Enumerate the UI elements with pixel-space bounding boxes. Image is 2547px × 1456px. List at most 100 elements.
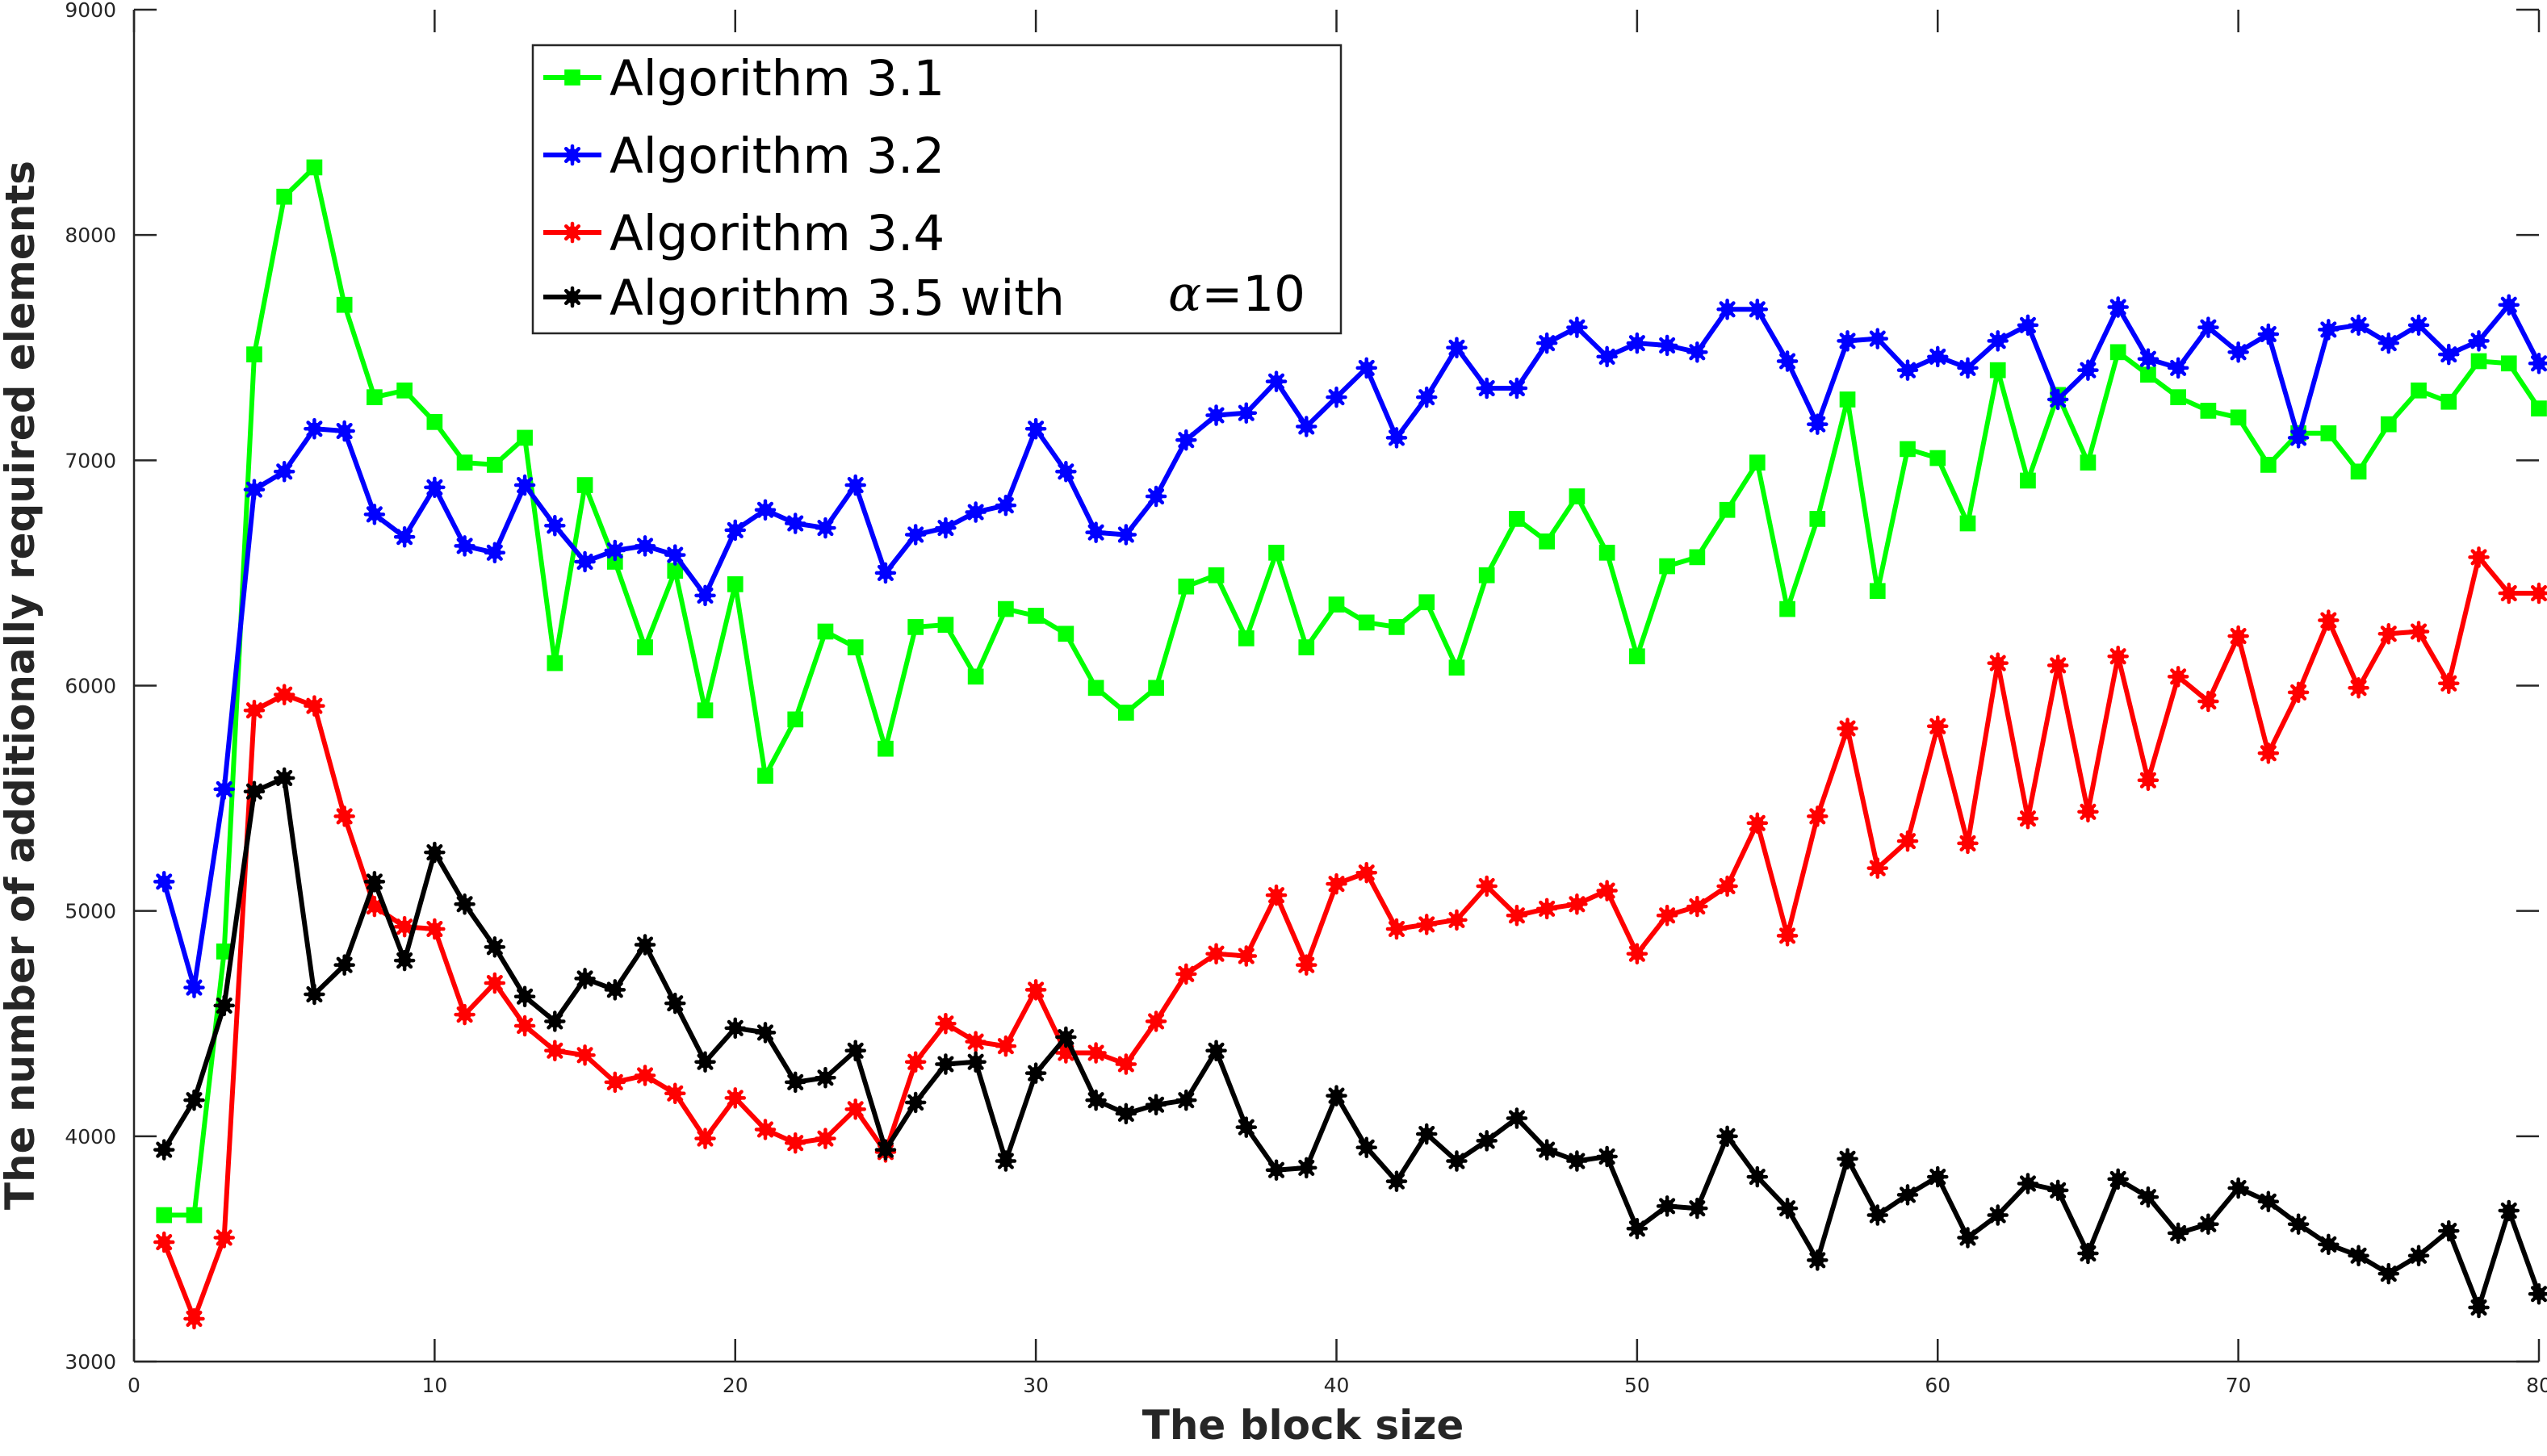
data-point-s1 bbox=[2470, 353, 2487, 370]
data-point-s2-core bbox=[1811, 417, 1824, 431]
legend-item-4: Algorithm 3.5 with bbox=[543, 270, 1065, 327]
data-point-s3 bbox=[664, 1082, 686, 1105]
data-point-s3-core bbox=[1480, 880, 1493, 893]
data-point-s3 bbox=[1987, 652, 2009, 674]
data-point-s2 bbox=[1085, 521, 1107, 543]
data-point-s3-core bbox=[1119, 1057, 1133, 1071]
data-point-s1 bbox=[1358, 614, 1375, 631]
data-point-s3-core bbox=[1059, 1046, 1073, 1060]
data-point-s2 bbox=[273, 461, 295, 483]
data-point-s3 bbox=[1776, 925, 1799, 947]
data-point-s4 bbox=[1055, 1026, 1077, 1048]
data-point-s4-core bbox=[1661, 1199, 1674, 1213]
series-2 bbox=[153, 294, 2547, 998]
data-point-s3-core bbox=[337, 810, 351, 823]
data-point-s1 bbox=[2350, 463, 2367, 480]
data-point-s2-core bbox=[1270, 374, 1283, 388]
data-point-s2 bbox=[1145, 485, 1167, 508]
data-point-s3 bbox=[1476, 875, 1498, 897]
data-point-s2 bbox=[1355, 357, 1377, 379]
legend-alpha-value: =10 bbox=[1201, 266, 1305, 323]
data-point-s3 bbox=[2377, 623, 2400, 645]
legend-item-3: Algorithm 3.4 bbox=[543, 205, 945, 262]
data-point-s2 bbox=[2227, 341, 2249, 363]
data-point-s3-core bbox=[1630, 947, 1644, 960]
data-point-s4 bbox=[1024, 1062, 1047, 1084]
data-point-s4 bbox=[1626, 1218, 1648, 1240]
data-point-s2-core bbox=[1661, 339, 1674, 352]
data-point-s4-core bbox=[458, 897, 471, 911]
data-point-s1 bbox=[697, 702, 714, 719]
data-point-s3 bbox=[2167, 666, 2189, 688]
data-point-s4-core bbox=[698, 1055, 712, 1069]
data-point-s2-core bbox=[2111, 300, 2125, 314]
data-point-s3 bbox=[1265, 884, 1288, 906]
x-tick-label: 50 bbox=[1624, 1374, 1650, 1397]
data-point-s1 bbox=[1238, 630, 1255, 646]
data-point-s3-core bbox=[248, 704, 261, 718]
data-point-s3 bbox=[1896, 830, 1919, 852]
data-point-s2-core bbox=[1510, 382, 1523, 395]
data-point-s1 bbox=[2109, 344, 2126, 361]
data-point-s3-core bbox=[698, 1132, 712, 1145]
data-point-s1 bbox=[1659, 558, 1675, 575]
data-point-s3-core bbox=[1600, 884, 1614, 897]
data-point-s4 bbox=[2377, 1262, 2400, 1285]
data-point-s2-core bbox=[1150, 490, 1162, 503]
data-point-s2-core bbox=[698, 588, 712, 602]
data-point-s3 bbox=[965, 1031, 987, 1052]
data-point-s2 bbox=[2197, 316, 2219, 338]
data-point-s3 bbox=[1927, 715, 1949, 737]
data-point-s2 bbox=[874, 562, 897, 584]
data-point-s4-core bbox=[187, 1094, 201, 1107]
data-point-s4 bbox=[1355, 1136, 1377, 1159]
data-point-s2 bbox=[1326, 386, 1347, 408]
data-point-s2-core bbox=[1600, 349, 1614, 363]
data-point-s2-core bbox=[1750, 303, 1764, 316]
data-point-s4-core bbox=[2382, 1267, 2395, 1281]
data-point-s3-core bbox=[2352, 681, 2365, 695]
data-point-s3 bbox=[1566, 893, 1588, 915]
data-point-s4-core bbox=[2352, 1249, 2365, 1262]
data-point-s4-core bbox=[2502, 1204, 2516, 1217]
data-point-s2 bbox=[574, 550, 596, 573]
data-point-s3 bbox=[2287, 681, 2310, 704]
data-point-s3-core bbox=[2231, 630, 2245, 643]
data-point-s2 bbox=[424, 476, 446, 499]
data-point-s4-core bbox=[999, 1154, 1012, 1168]
data-point-s2 bbox=[965, 501, 987, 523]
legend-item-1: Algorithm 3.1 bbox=[543, 50, 945, 107]
data-point-s1 bbox=[1689, 549, 1706, 566]
data-point-s3-core bbox=[1870, 861, 1884, 875]
data-point-s4 bbox=[1326, 1085, 1347, 1107]
data-point-s3-core bbox=[1300, 958, 1313, 972]
data-point-s2-core bbox=[248, 483, 261, 496]
data-point-s4-core bbox=[398, 954, 412, 968]
data-point-s4-core bbox=[2472, 1301, 2486, 1314]
data-point-s4 bbox=[2498, 1199, 2520, 1222]
data-point-s2-core bbox=[939, 521, 953, 535]
data-point-s1 bbox=[1298, 639, 1315, 655]
legend-box bbox=[531, 44, 1343, 335]
data-point-s2-core bbox=[2532, 357, 2545, 370]
data-point-s2 bbox=[544, 515, 566, 537]
data-point-s1 bbox=[1448, 659, 1465, 676]
data-point-s1 bbox=[246, 346, 262, 362]
legend-marker bbox=[564, 69, 580, 86]
data-point-s2 bbox=[1296, 416, 1317, 437]
data-point-s2-core bbox=[1690, 345, 1704, 359]
data-point-s4 bbox=[2528, 1283, 2547, 1305]
data-point-s3-core bbox=[2532, 587, 2545, 600]
data-point-s2 bbox=[935, 517, 957, 539]
data-point-s2-core bbox=[1480, 382, 1493, 395]
data-point-s4-core bbox=[248, 784, 261, 798]
data-point-s4 bbox=[1807, 1249, 1829, 1271]
data-point-s3-core bbox=[939, 1017, 953, 1031]
data-point-s3 bbox=[694, 1128, 716, 1149]
data-point-s1 bbox=[1598, 544, 1615, 561]
data-point-s4-core bbox=[1811, 1253, 1824, 1267]
data-point-s2 bbox=[1746, 299, 1769, 320]
data-point-s3 bbox=[333, 805, 355, 827]
data-point-s4-core bbox=[367, 875, 381, 889]
